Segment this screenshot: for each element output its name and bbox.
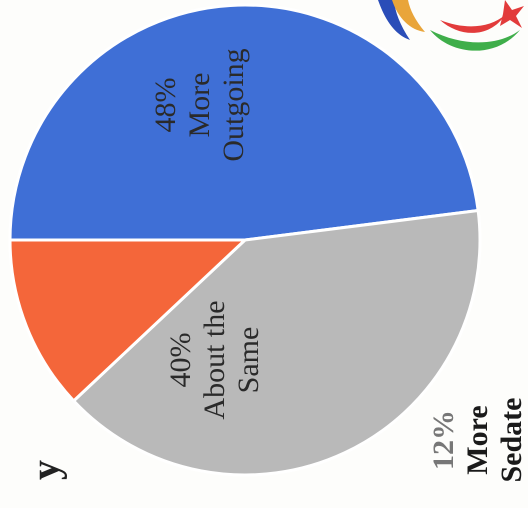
logo	[378, 0, 524, 51]
pie-slice	[71, 208, 482, 477]
slice-label: 40% About the Same	[164, 275, 266, 445]
value-label: 48%	[149, 77, 182, 133]
slice-label: 48% More Outgoing	[149, 30, 251, 180]
value-label: 40%	[164, 332, 197, 388]
category-label: More Outgoing	[183, 48, 250, 162]
slice-label: 12% More Sedate	[427, 390, 528, 490]
category-label: About the Same	[198, 300, 265, 420]
category-label: More Sedate	[461, 397, 528, 483]
value-label: 12%	[427, 410, 460, 470]
pie-slice	[8, 3, 480, 242]
pie-slice	[8, 238, 249, 403]
title-fragment: y	[22, 460, 68, 480]
